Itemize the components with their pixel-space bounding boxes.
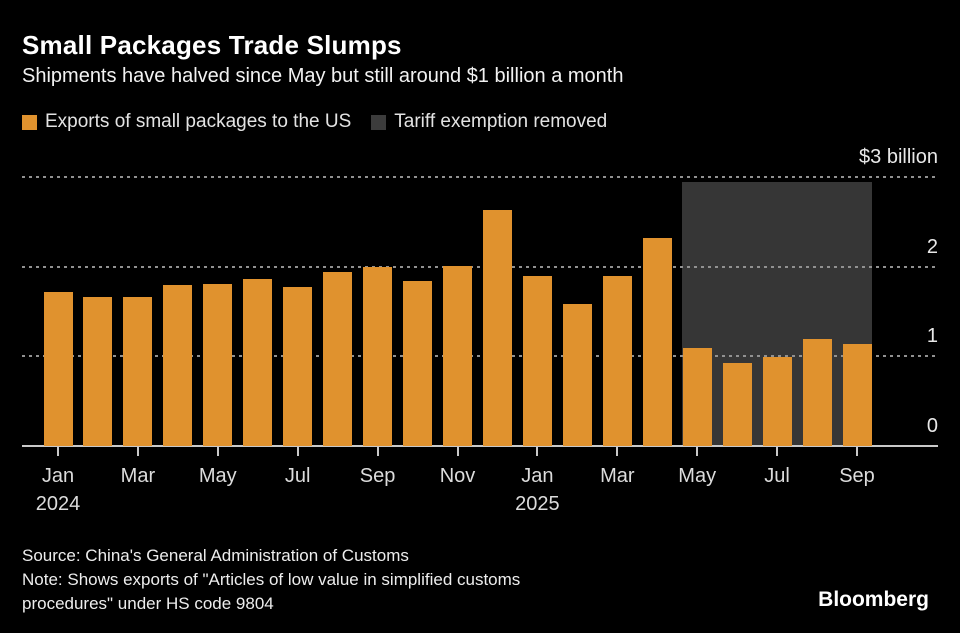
x-tick-label-14: Mar xyxy=(600,465,635,487)
bar-jun-2025 xyxy=(722,362,752,446)
page-title: Small Packages Trade Slumps xyxy=(22,30,402,60)
x-axis-line xyxy=(22,445,938,447)
x-tick-label-2: Mar xyxy=(120,465,156,487)
x-tick-label-6: Jul xyxy=(284,465,311,487)
legend-label-tariff: Tariff exemption removed xyxy=(394,111,608,132)
y-tick-label-2: 2 xyxy=(926,235,938,258)
x-tick-label-0: Jan 2024 xyxy=(35,465,81,515)
x-tick-18 xyxy=(776,447,779,456)
legend-item-exports: Exports of small packages to the US xyxy=(22,111,351,133)
bar-may-2024 xyxy=(203,283,233,446)
bar-jan-2024 xyxy=(43,291,73,446)
gridline-3 xyxy=(22,176,938,178)
x-tick-label-4: May xyxy=(198,465,237,487)
x-tick-label-10: Nov xyxy=(439,465,476,487)
y-tick-label-1: 1 xyxy=(926,325,938,348)
x-tick-4 xyxy=(216,447,219,456)
chart-footer: Source: China's General Administration o… xyxy=(22,544,520,616)
x-tick-label-16: May xyxy=(678,465,717,487)
bar-apr-2024 xyxy=(163,285,193,446)
tariff-legend-swatch-icon xyxy=(371,114,387,130)
bar-aug-2025 xyxy=(802,339,832,446)
bar-jul-2024 xyxy=(283,287,313,446)
x-tick-label-12: Jan 2025 xyxy=(515,465,560,515)
bar-feb-2024 xyxy=(83,297,113,446)
bar-apr-2025 xyxy=(642,237,672,446)
x-tick-2 xyxy=(136,447,139,456)
x-tick-label-18: Jul xyxy=(764,465,790,487)
x-tick-label-20: Sep xyxy=(839,465,875,487)
y-tick-label-3: $3 billion xyxy=(859,146,938,168)
bar-may-2025 xyxy=(682,348,712,446)
x-tick-8 xyxy=(376,447,379,456)
bloomberg-logo: Bloomberg xyxy=(818,588,929,611)
x-tick-20 xyxy=(856,447,858,456)
note-text-line2: procedures" under HS code 9804 xyxy=(22,594,274,613)
chart-legend: Exports of small packages to the US Tari… xyxy=(22,111,607,133)
bar-dec-2024 xyxy=(482,210,512,446)
exports-legend-swatch-icon xyxy=(22,114,37,130)
bar-oct-2024 xyxy=(403,281,433,446)
bar-sep-2025 xyxy=(842,343,872,446)
x-tick-16 xyxy=(696,447,699,456)
bar-sep-2024 xyxy=(363,266,393,446)
source-text: Source: China's General Administration o… xyxy=(22,546,409,565)
gridline-2 xyxy=(22,265,938,268)
bar-jun-2024 xyxy=(243,279,273,446)
legend-item-tariff: Tariff exemption removed xyxy=(371,111,607,133)
bar-aug-2024 xyxy=(323,272,353,446)
x-tick-10 xyxy=(456,447,459,456)
bar-nov-2024 xyxy=(443,265,472,446)
note-text-line1: Note: Shows exports of "Articles of low … xyxy=(22,570,521,589)
bar-mar-2024 xyxy=(123,297,153,446)
x-tick-0 xyxy=(57,447,59,456)
x-tick-label-8: Sep xyxy=(359,465,396,487)
bar-mar-2025 xyxy=(602,275,632,446)
bar-jul-2025 xyxy=(762,357,792,446)
gridline-1 xyxy=(22,355,938,358)
x-tick-12 xyxy=(536,447,539,456)
bar-jan-2025 xyxy=(522,275,552,446)
x-tick-6 xyxy=(296,447,299,456)
x-tick-14 xyxy=(616,447,619,456)
y-tick-label-0: 0 xyxy=(926,415,938,437)
bar-feb-2025 xyxy=(562,304,592,446)
chart-subtitle: Shipments have halved since May but stil… xyxy=(22,65,624,87)
legend-label-exports: Exports of small packages to the US xyxy=(45,111,352,132)
